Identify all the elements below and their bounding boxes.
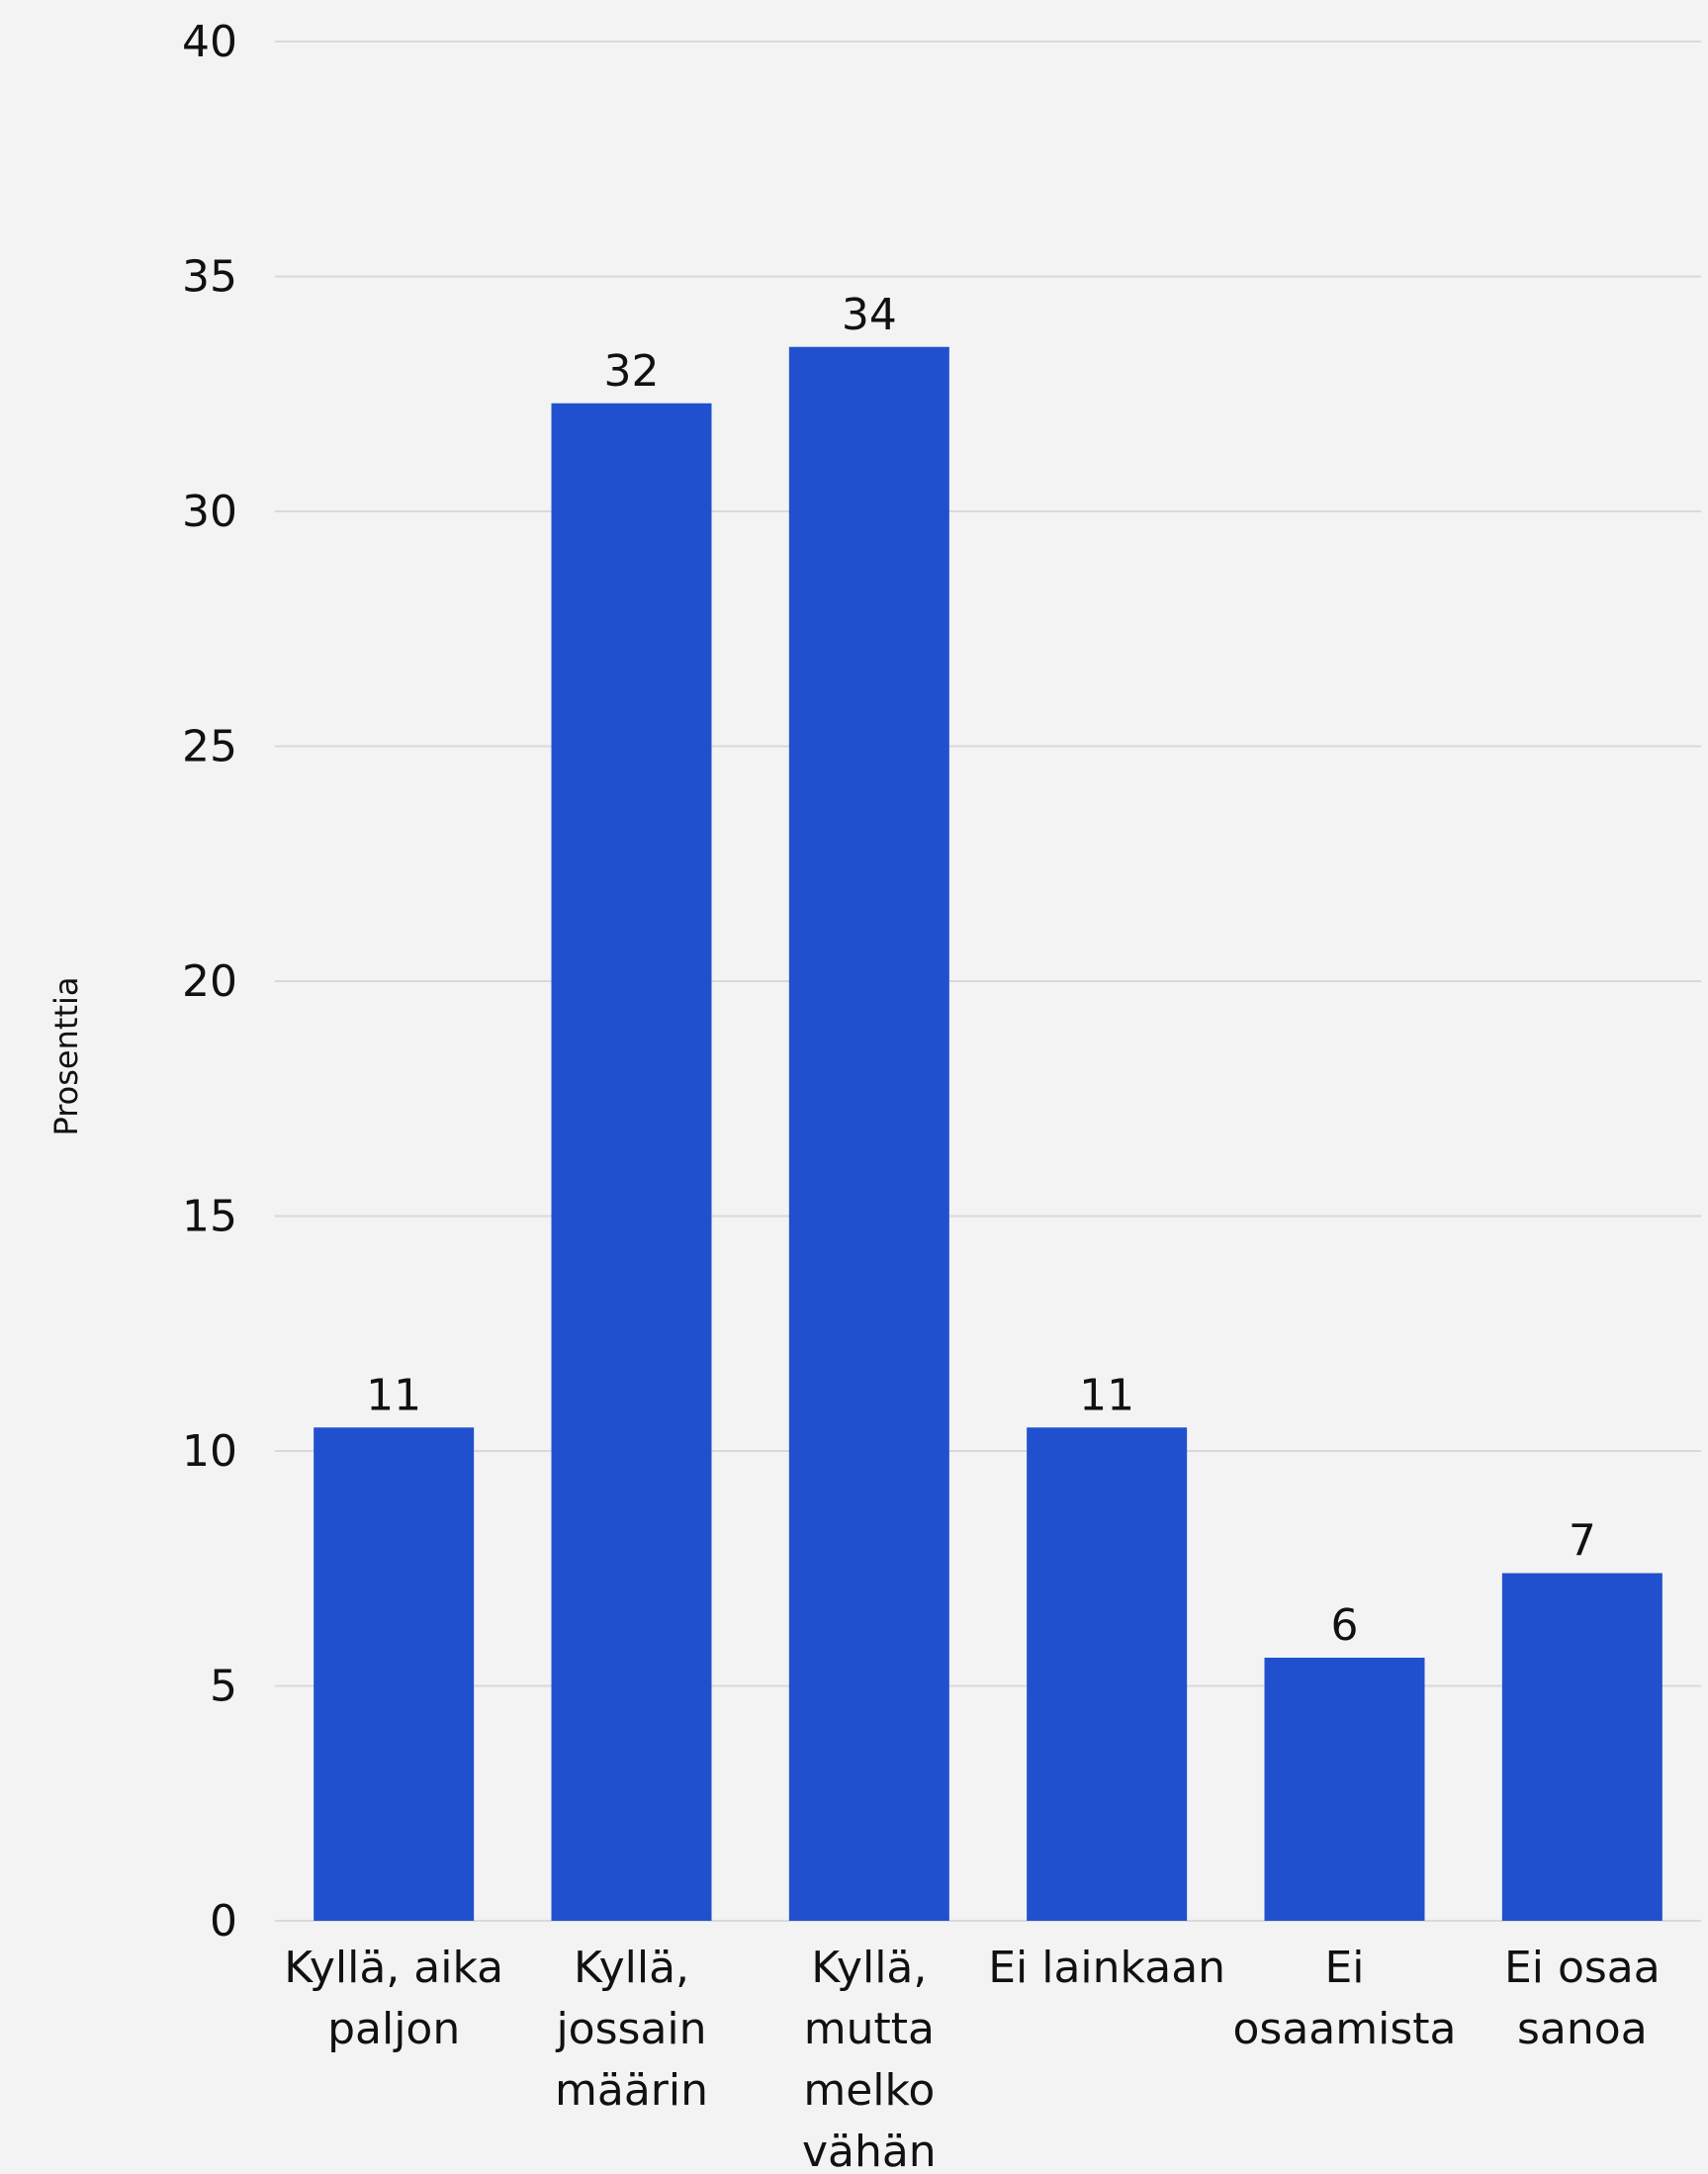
data-label: 11: [366, 1370, 421, 1420]
data-label: 6: [1331, 1600, 1359, 1651]
x-tick-label: Kyllä, aika paljon: [284, 1943, 503, 2054]
y-axis-label: Prosenttia: [47, 977, 85, 1136]
bar: [789, 347, 949, 1921]
gridlines: [275, 42, 1701, 1921]
data-labels: 11 32 34 11 6 7: [366, 290, 1596, 1651]
data-label: 7: [1569, 1516, 1596, 1567]
y-tick-label: 30: [182, 487, 237, 537]
bar: [1265, 1658, 1425, 1921]
y-tick-label: 40: [182, 17, 237, 67]
y-tick-label: 10: [182, 1426, 237, 1477]
bar: [1502, 1574, 1663, 1922]
x-tick-label: Kyllä, mutta melko vähän: [802, 1943, 937, 2174]
y-tick-label: 35: [182, 252, 237, 303]
x-tick-label: Ei osaa sanoa: [1504, 1943, 1661, 2054]
x-tick-label: Kyllä, jossain määrin: [555, 1943, 708, 2116]
data-label: 11: [1079, 1370, 1134, 1420]
x-tick-label: Ei lainkaan: [988, 1943, 1225, 1993]
x-tick-label: Ei osaamista: [1233, 1943, 1457, 2054]
y-tick-label: 15: [182, 1192, 237, 1242]
y-tick-labels: 0 5 10 15 20 25 30 35 40: [182, 17, 237, 1947]
data-label: 32: [604, 346, 660, 397]
x-tick-labels: Kyllä, aika paljon Kyllä, jossain määrin Kyll…: [284, 1943, 1661, 2174]
bar: [1027, 1427, 1187, 1921]
bar: [314, 1427, 474, 1921]
bar: [552, 404, 712, 1921]
y-tick-label: 20: [182, 956, 237, 1007]
y-tick-label: 5: [210, 1662, 237, 1712]
bars: [314, 347, 1663, 1921]
y-tick-label: 25: [182, 722, 237, 772]
y-tick-label: 0: [210, 1896, 237, 1947]
data-label: 34: [842, 290, 897, 340]
